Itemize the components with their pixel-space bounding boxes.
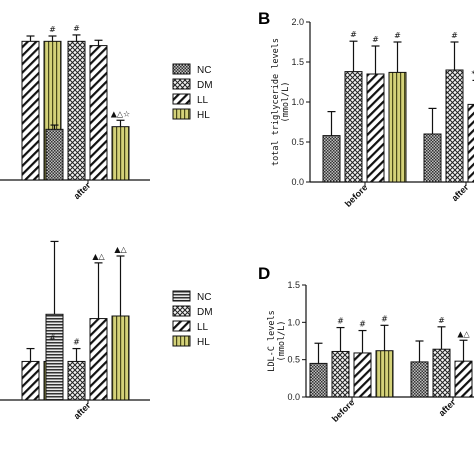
y-tick-label: 1.5 — [287, 280, 300, 290]
bar-dm-after — [67, 40, 86, 181]
significance-mark: ▲△☆ — [111, 109, 130, 118]
legend-label-hl: HL — [197, 337, 210, 348]
bar-hl-before — [375, 350, 394, 398]
significance-mark: *▲ — [471, 69, 474, 78]
bar-ll-before — [21, 40, 40, 181]
chart-panel-d: D 0.0 0.5 1.0 1.5 LDL-C levels (mmol/L) before a… — [258, 264, 474, 424]
significance-mark: ▲△ — [114, 245, 127, 254]
bar-ll-before — [366, 73, 385, 183]
y-axis-label: total triglyceride levels — [271, 38, 281, 166]
panel-letter: D — [258, 264, 270, 283]
legend-swatch-nc — [172, 290, 191, 302]
bar-hl-after — [111, 126, 130, 181]
significance-mark: # — [49, 25, 56, 34]
significance-mark: # — [372, 35, 379, 44]
legend-label-dm: DM — [197, 80, 213, 91]
bar-dm-before — [331, 350, 350, 398]
bar-nc-after — [45, 128, 64, 181]
bar-dm-before — [344, 71, 363, 183]
legend-swatch-hl — [172, 108, 191, 120]
x-tick-label: after — [450, 182, 471, 203]
significance-mark: # — [73, 338, 80, 347]
significance-mark: # — [73, 24, 80, 33]
y-tick-label: 0.0 — [291, 177, 304, 187]
legend-label-nc: NC — [197, 65, 211, 76]
significance-mark: # — [451, 31, 458, 40]
bar-ll-after — [89, 45, 108, 181]
significance-mark: ▲△ — [92, 252, 105, 261]
y-tick-label: 0.0 — [287, 392, 300, 402]
bar-ll-after — [89, 318, 108, 401]
y-tick-label: 0.5 — [287, 355, 300, 365]
significance-mark: # — [438, 316, 445, 325]
bar-ll-before — [21, 360, 40, 401]
bar-nc-after — [423, 133, 442, 183]
bar-nc-after — [410, 361, 429, 398]
bar-ll-after — [467, 103, 474, 183]
significance-mark: # — [394, 31, 401, 40]
bar-ll-before — [353, 352, 372, 398]
bar-dm-after — [445, 69, 464, 183]
x-tick-label: after — [72, 400, 93, 421]
legend-label-ll: LL — [197, 322, 209, 333]
legend-label-ll: LL — [197, 95, 209, 106]
significance-mark: # — [49, 333, 56, 342]
bar-nc-after — [45, 313, 64, 401]
significance-mark: # — [381, 314, 388, 323]
legend-swatch-nc — [172, 63, 191, 75]
x-tick-label: after — [437, 397, 458, 418]
significance-mark: # — [350, 30, 357, 39]
legend-label-hl: HL — [197, 110, 210, 121]
x-tick-label: before — [330, 397, 357, 424]
legend-label-nc: NC — [197, 292, 211, 303]
bar-nc-before — [309, 362, 328, 398]
bar-dm-after — [67, 360, 86, 401]
chart-panel-c: after # ▲△ ▲△ # NC DM LL HL — [0, 240, 213, 421]
legend-swatch-ll — [172, 93, 191, 105]
significance-mark: # — [337, 317, 344, 326]
bar-hl-before — [388, 71, 407, 183]
y-axis-label: LDL-C levels — [267, 310, 277, 371]
x-tick-label: after — [72, 180, 93, 201]
legend-swatch-dm — [172, 305, 191, 317]
bar-hl-after — [111, 315, 130, 401]
legend-swatch-ll — [172, 320, 191, 332]
bar-nc-before — [322, 135, 341, 183]
legend-swatch-dm — [172, 78, 191, 90]
y-tick-label: 1.0 — [287, 317, 300, 327]
y-tick-label: 2.0 — [291, 17, 304, 27]
bar-dm-after — [432, 348, 451, 398]
panel-letter: B — [258, 9, 270, 28]
x-tick-label: before — [343, 182, 370, 209]
significance-mark: ▲△ — [457, 329, 470, 338]
y-tick-label: 1.5 — [291, 57, 304, 67]
y-axis-unit: (mmol/L) — [281, 82, 291, 123]
chart-panel-a: after # ▲△☆ # NC DM LL HL — [0, 24, 213, 201]
y-axis-unit: (mmol/L) — [277, 321, 287, 362]
bar-ll-after — [454, 360, 473, 398]
y-tick-label: 1.0 — [291, 97, 304, 107]
chart-panel-b: B 0.0 0.5 1.0 1.5 2.0 total triglyceride level… — [258, 9, 474, 209]
legend-label-dm: DM — [197, 307, 213, 318]
significance-mark: # — [359, 320, 366, 329]
legend-swatch-hl — [172, 335, 191, 347]
y-tick-label: 0.5 — [291, 137, 304, 147]
